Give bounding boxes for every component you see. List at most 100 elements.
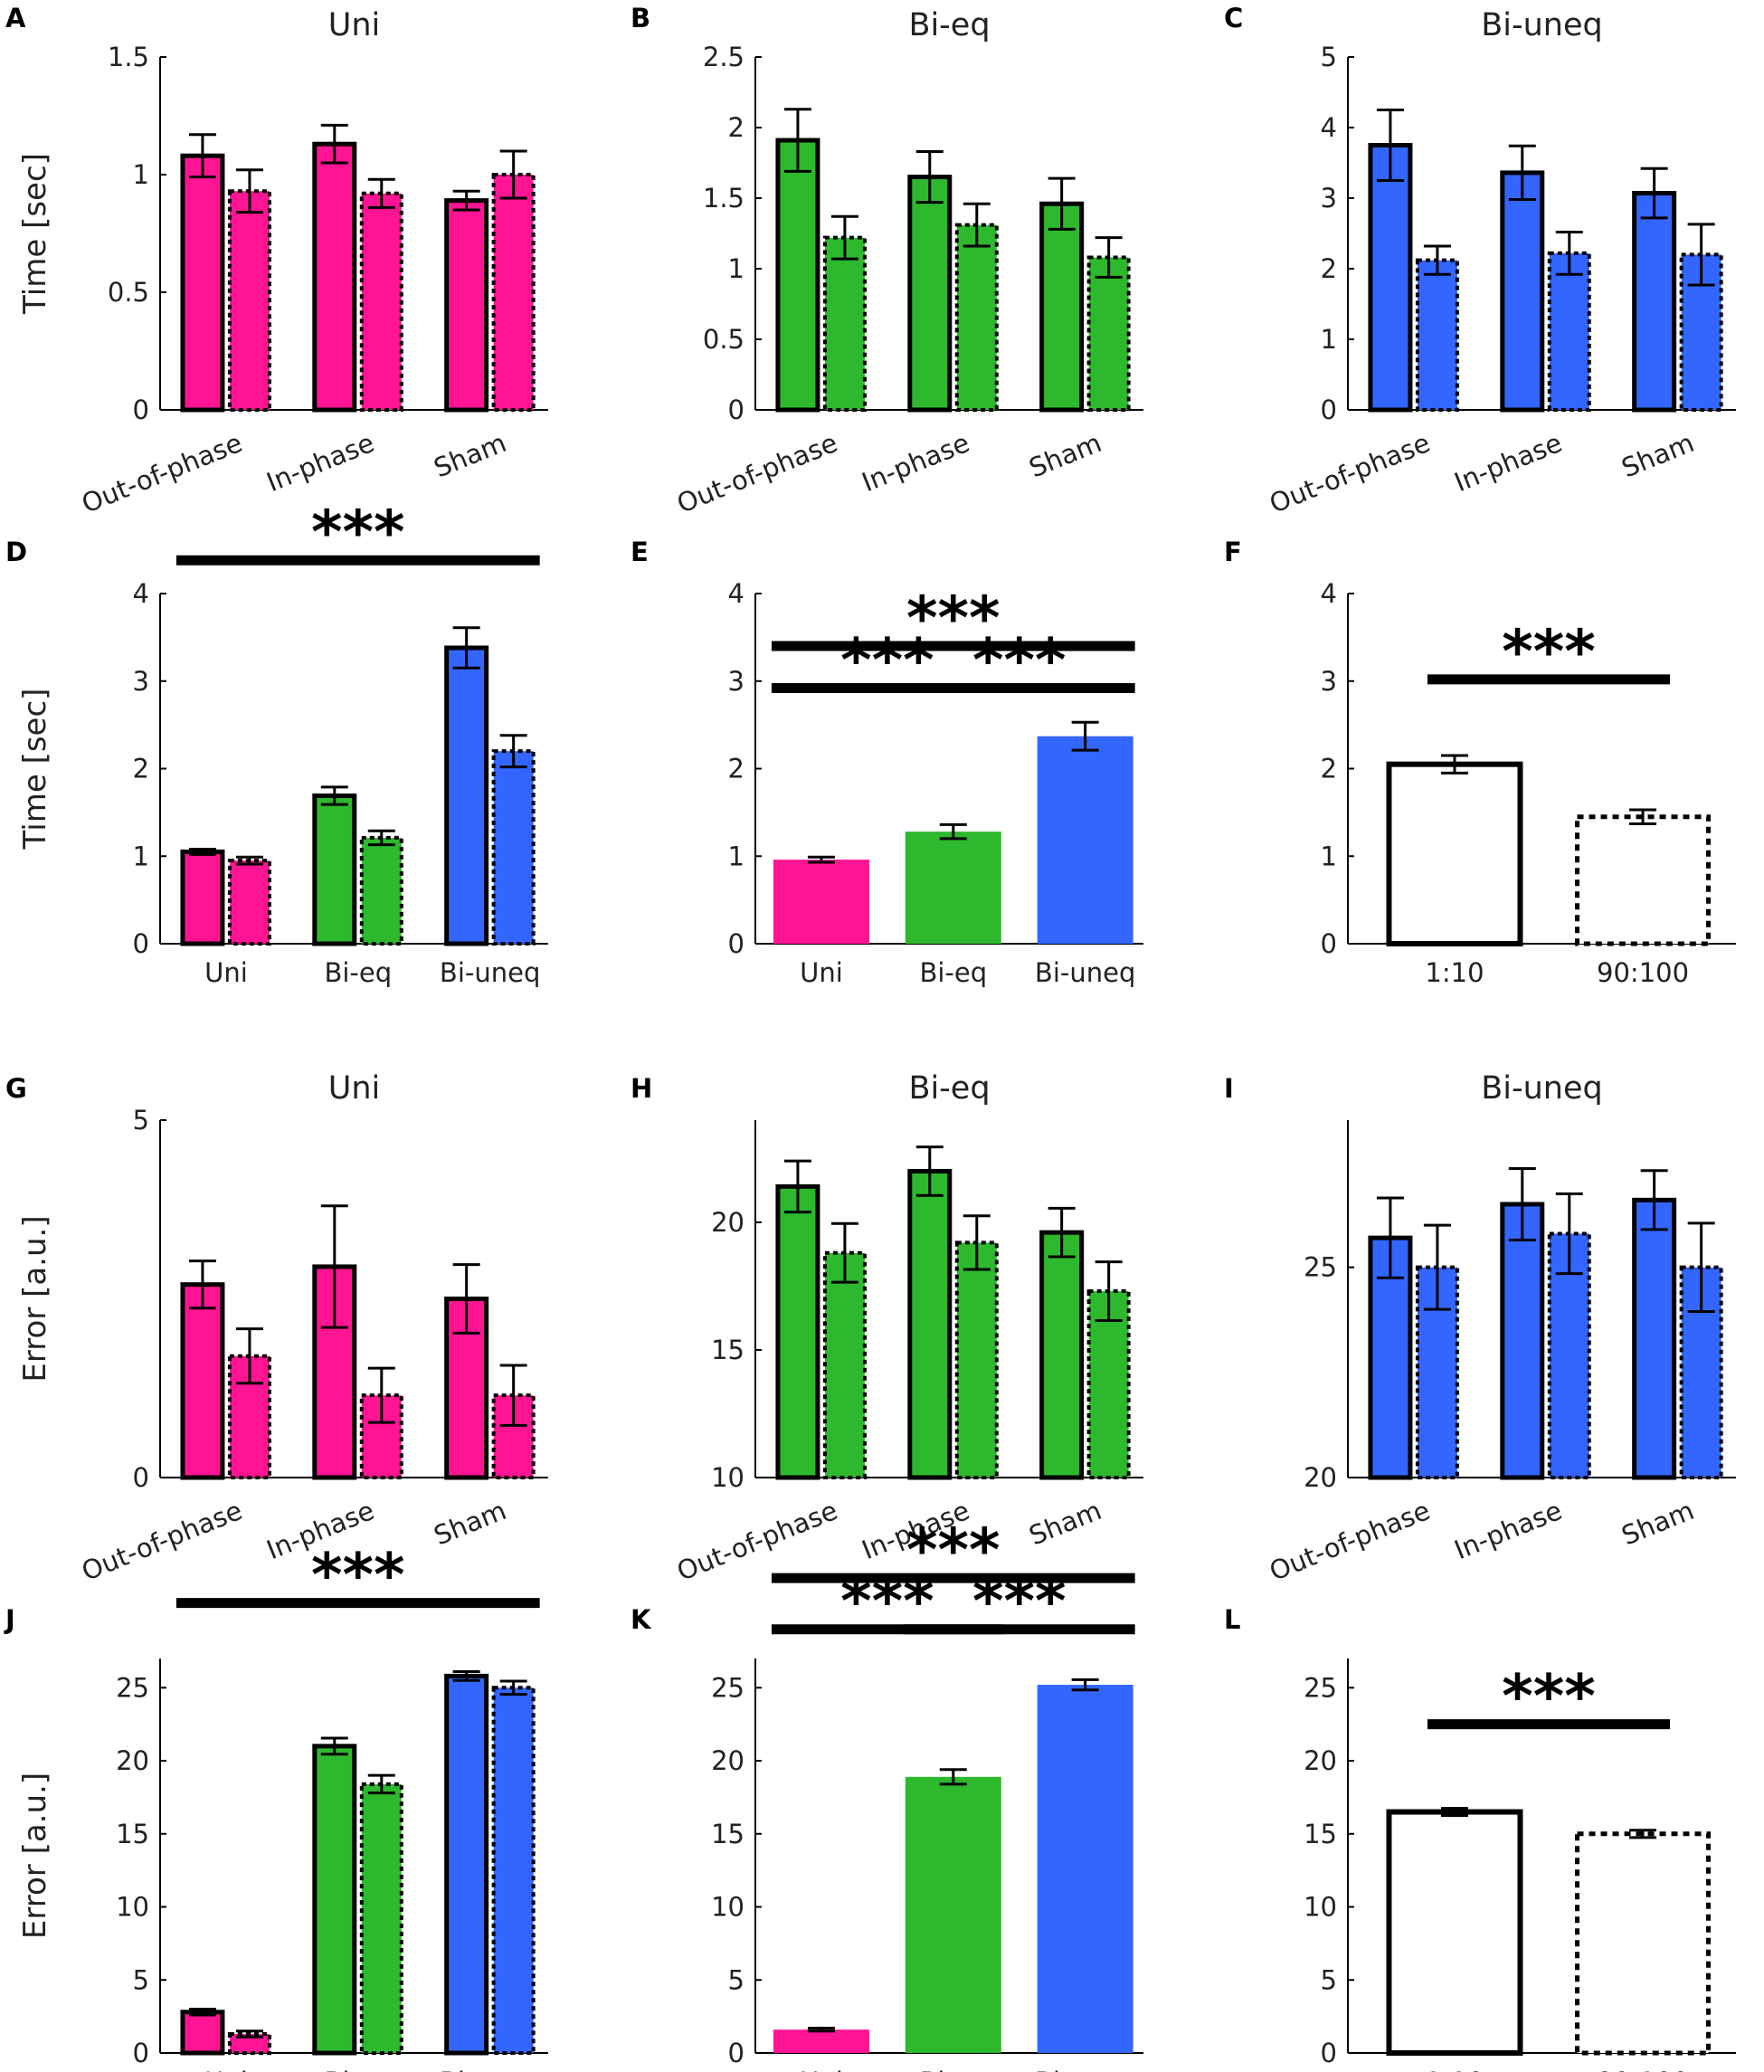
y-tick-label: 0.5 [703,324,744,355]
significance-label: *** [1502,1662,1596,1732]
y-tick-label: 0 [133,928,149,959]
bar-dotted [1575,1831,1712,2056]
y-axis-label: Error [a.u.] [17,1773,53,1939]
x-tick-label: 90:100 [1597,957,1689,988]
panel-letter: H [631,1073,652,1104]
bar [773,860,869,944]
y-tick-label: 25 [116,1672,149,1703]
bar-solid [1039,1230,1085,1480]
y-tick-label: 0 [133,2038,149,2068]
bar-solid [444,645,489,946]
x-tick-label: Bi-uneq [440,2067,540,2072]
y-tick-label: 0 [133,394,149,425]
y-tick-label: 2 [728,754,744,784]
panel-b: B Bi-eq 0 0.5 1 1.5 2 2.5 Out-of-phase In-phase Sh… [631,3,1143,519]
x-tick-label: Sham [1025,427,1106,484]
y-tick-label: 2 [133,754,149,784]
x-tick-label: Out-of-phase [78,427,247,519]
y-axis-label: Error [a.u.] [17,1215,53,1382]
bar-solid [180,2010,225,2056]
x-tick-label: Sham [1617,427,1699,484]
bar-dotted [822,1250,867,1479]
panel-letter: G [5,1073,27,1104]
y-tick-label: 4 [133,578,149,609]
x-tick-label: In-phase [1450,427,1567,498]
x-tick-label: Out-of-phase [673,1495,842,1587]
bar-solid [1500,170,1545,413]
y-tick-label: 5 [133,1105,149,1136]
y-axis-label: Time [sec] [17,689,53,851]
x-tick-label: In-phase [858,427,974,498]
chart-title: Uni [328,7,381,43]
y-tick-label: 1 [133,159,149,190]
x-tick-label: Bi-eq [919,2067,987,2072]
chart-title: Bi-uneq [1481,7,1602,43]
bar-solid [775,1183,820,1480]
bar-solid [312,1744,357,2056]
y-tick-label: 20 [1304,1745,1337,1776]
x-tick-label: In-phase [262,427,379,498]
y-tick-label: 3 [133,666,149,697]
panel-letter: D [5,537,27,567]
panel-d: D 0 1 2 3 4 Time [sec] Uni Bi-eq Bi-uneq *** [5,498,548,988]
significance-label: *** [906,1516,1001,1585]
panel-letter: J [4,1604,15,1635]
y-tick-label: 2 [728,112,744,143]
bar-solid [1632,1197,1677,1480]
y-tick-label: 15 [1304,1819,1337,1849]
bar-dotted [227,189,271,412]
bar-dotted [954,223,999,412]
panel-c: C Bi-uneq 0 1 2 3 4 5 Out-of-phase In-phase Sham [1224,3,1736,519]
y-tick-label: 3 [1321,666,1337,697]
y-tick-label: 15 [711,1819,744,1849]
y-tick-label: 0.5 [108,277,149,308]
bar-solid [1039,201,1085,413]
y-tick-label: 1 [728,841,744,871]
bar-solid [444,198,489,413]
x-tick-label: Sham [430,427,511,484]
bar-dotted [1086,255,1131,412]
panel-letter: I [1224,1073,1234,1104]
panel-letter: K [631,1604,652,1635]
y-tick-label: 0 [1321,928,1337,959]
bar-solid [907,1168,953,1480]
bar [773,2029,869,2053]
bar-dotted [1547,251,1591,412]
x-tick-label: Uni [204,957,248,988]
y-tick-label: 15 [116,1819,149,1849]
panel-j: J 0 5 10 15 20 25 Error [a.u.] Uni Bi-eq Bi-uneq **… [4,1541,548,2072]
y-tick-label: 1.5 [703,183,744,214]
significance-label: *** [906,584,1001,653]
y-tick-label: 5 [1321,42,1337,72]
y-tick-label: 20 [711,1745,744,1776]
significance-label: *** [311,1541,405,1611]
y-tick-label: 0 [1321,394,1337,425]
x-tick-label: Sham [430,1495,511,1552]
y-tick-label: 0 [133,1462,149,1493]
y-tick-label: 2 [1321,754,1337,784]
bar-dotted [359,191,403,412]
x-tick-label: Bi-eq [919,957,987,988]
bar-dotted [359,1782,403,2055]
bar-solid [1386,761,1523,946]
x-tick-label: Out-of-phase [78,1495,247,1587]
y-tick-label: 20 [1304,1462,1337,1493]
y-tick-label: 25 [711,1672,744,1703]
panel-letter: B [631,3,650,33]
bar [1037,1685,1133,2053]
y-tick-label: 2.5 [703,42,744,72]
x-tick-label: 90:100 [1597,2067,1689,2072]
y-tick-label: 4 [1321,112,1337,143]
significance-label: *** [972,1567,1067,1637]
bar-dotted [491,173,536,412]
y-tick-label: 1 [133,841,149,871]
panel-letter: L [1224,1604,1240,1635]
y-tick-label: 0 [728,394,744,425]
y-tick-label: 4 [728,578,744,609]
x-tick-label: In-phase [1450,1495,1567,1565]
panel-a: A Uni 0 0.5 1 1.5 Time [sec] Out-of-phase In-pha… [5,3,548,519]
x-tick-label: Out-of-phase [673,427,842,519]
x-tick-label: Uni [204,2067,248,2072]
